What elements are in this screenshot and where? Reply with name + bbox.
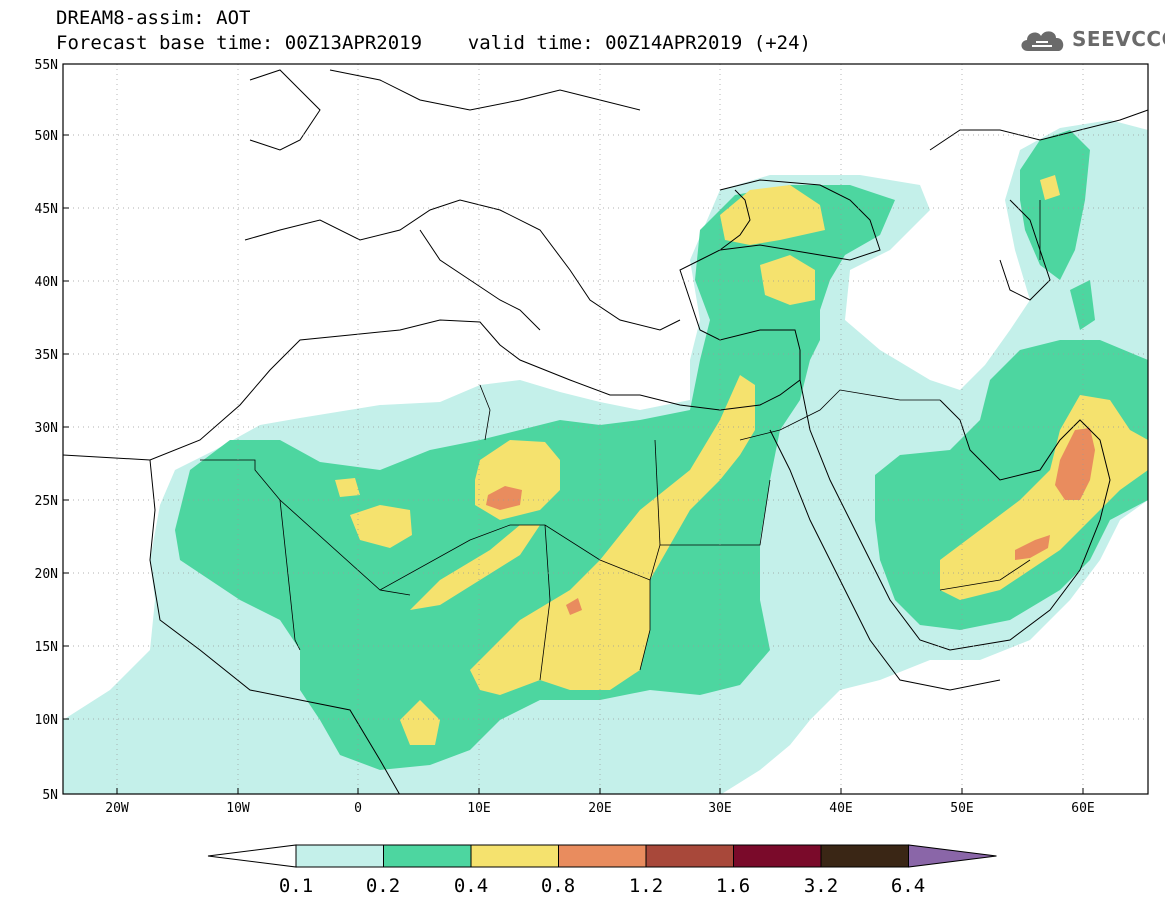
lon-label: 60E bbox=[1071, 801, 1094, 816]
lat-label: 55N bbox=[35, 58, 58, 73]
longitude-labels: 20W 10W 0 10E 20E 30E 40E 50E 60E bbox=[105, 801, 1094, 816]
aot-field bbox=[63, 120, 1148, 794]
colorbar-label: 6.4 bbox=[891, 875, 925, 897]
colorbar-segment bbox=[558, 844, 647, 868]
colorbar-segment bbox=[820, 844, 909, 868]
colorbar-labels: 0.1 0.2 0.4 0.8 1.2 1.6 3.2 6.4 bbox=[279, 875, 925, 897]
colorbar-segment bbox=[733, 844, 822, 868]
lon-label: 40E bbox=[829, 801, 852, 816]
colorbar-segment bbox=[383, 844, 472, 868]
colorbar-label: 0.1 bbox=[279, 875, 313, 897]
lon-label: 20E bbox=[588, 801, 611, 816]
colorbar-label: 0.2 bbox=[366, 875, 400, 897]
lat-label: 20N bbox=[35, 567, 58, 582]
cloud-icon bbox=[1021, 31, 1064, 51]
coastlines bbox=[63, 69, 1148, 794]
colorbar-label: 1.6 bbox=[716, 875, 750, 897]
aot-band-0.8 bbox=[486, 428, 1095, 615]
colorbar-label: 0.8 bbox=[541, 875, 575, 897]
colorbar-label: 3.2 bbox=[804, 875, 838, 897]
lon-label: 10E bbox=[467, 801, 490, 816]
map-frame bbox=[62, 63, 1149, 795]
lat-label: 40N bbox=[35, 275, 58, 290]
lon-label: 30E bbox=[708, 801, 731, 816]
latitude-labels: 55N 50N 45N 40N 35N 30N 25N 20N 15N 10N … bbox=[35, 58, 58, 803]
lat-label: 30N bbox=[35, 421, 58, 436]
lat-label: 35N bbox=[35, 348, 58, 363]
lon-label: 10W bbox=[226, 801, 250, 816]
colorbar-segment-low bbox=[207, 844, 297, 868]
colorbar-label: 0.4 bbox=[454, 875, 488, 897]
lat-label: 10N bbox=[35, 713, 58, 728]
lon-label: 20W bbox=[105, 801, 129, 816]
colorbar-segment bbox=[645, 844, 734, 868]
lat-label: 25N bbox=[35, 494, 58, 509]
lon-label: 50E bbox=[950, 801, 973, 816]
colorbar-label: 1.2 bbox=[629, 875, 663, 897]
lat-label: 45N bbox=[35, 202, 58, 217]
colorbar-segment bbox=[470, 844, 559, 868]
lat-label: 15N bbox=[35, 640, 58, 655]
map-grid bbox=[63, 64, 1148, 794]
colorbar-segment-high bbox=[908, 844, 997, 868]
logo-text: SEEVCCC bbox=[1072, 27, 1165, 51]
lat-label: 5N bbox=[42, 788, 58, 803]
seevccc-logo: SEEVCCC bbox=[1018, 24, 1165, 54]
colorbar-segment bbox=[295, 844, 384, 868]
axis-ticks bbox=[63, 63, 1084, 794]
country-borders bbox=[200, 200, 1041, 681]
lon-label: 0 bbox=[354, 801, 362, 816]
colorbar bbox=[207, 844, 997, 868]
aot-band-0.4 bbox=[335, 175, 1148, 745]
chart-title: DREAM8-assim: AOT bbox=[56, 7, 251, 29]
forecast-time-line: Forecast base time: 00Z13APR2019 valid t… bbox=[56, 32, 811, 54]
lat-label: 50N bbox=[35, 129, 58, 144]
